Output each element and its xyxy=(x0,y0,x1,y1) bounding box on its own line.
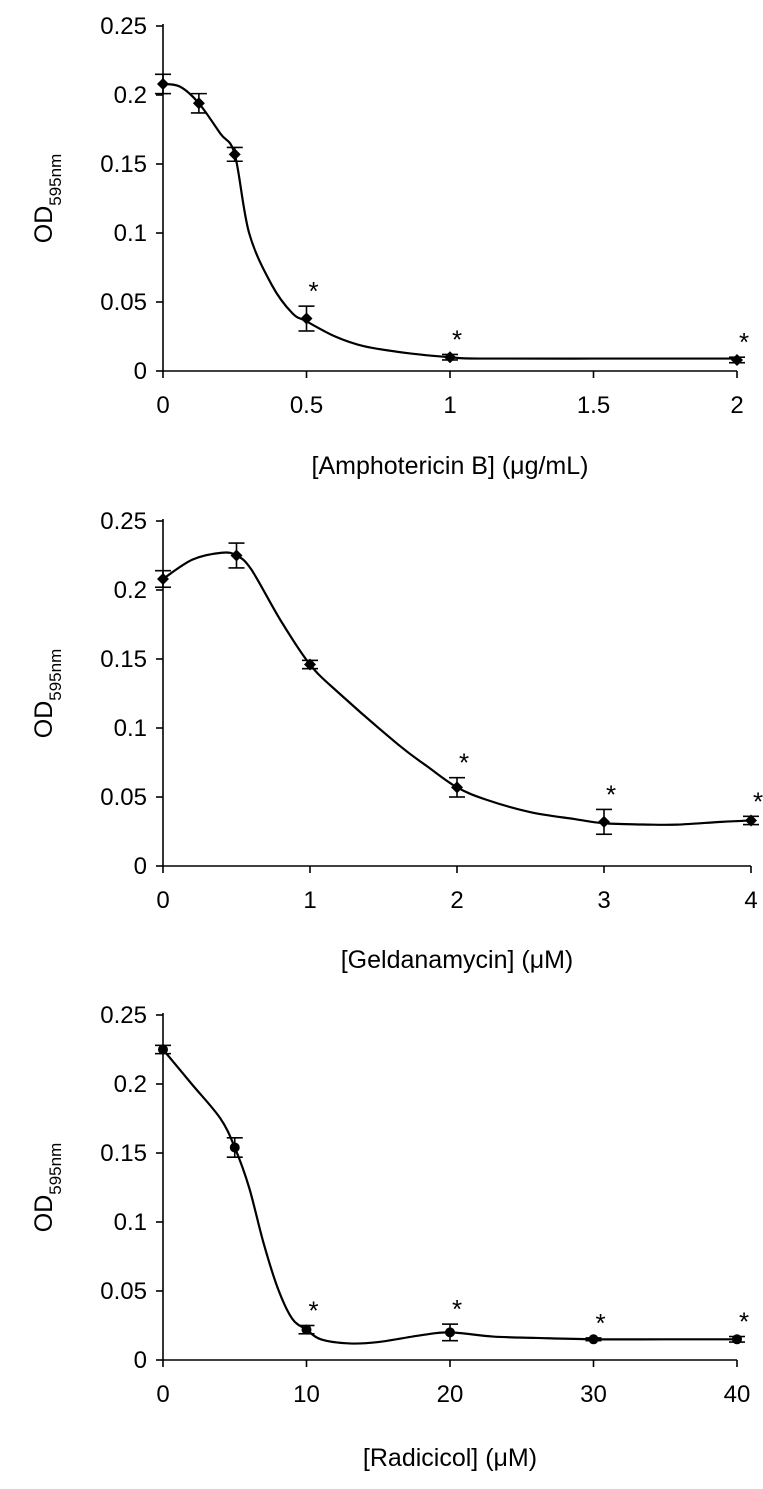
x-tick-label: 0 xyxy=(156,392,169,419)
significance-star: * xyxy=(459,748,469,778)
y-axis-title-main: OD xyxy=(30,206,58,244)
data-point xyxy=(229,1142,240,1153)
y-tick-label: 0.05 xyxy=(100,784,147,811)
y-tick-label: 0.05 xyxy=(100,289,147,316)
x-tick-label: 0.5 xyxy=(290,392,323,419)
data-point xyxy=(304,658,316,671)
y-axis-title-subscript: 595nm xyxy=(46,1143,65,1195)
series-line xyxy=(162,82,737,360)
x-tick-label: 10 xyxy=(293,1381,320,1408)
y-tick-label: 0 xyxy=(134,1347,147,1374)
data-point xyxy=(228,148,241,161)
x-tick-label: 0 xyxy=(156,887,169,914)
y-tick-label: 0.2 xyxy=(114,577,147,604)
significance-star: * xyxy=(308,1296,318,1326)
y-axis-title: OD595nm xyxy=(30,649,65,738)
data-point xyxy=(451,781,463,794)
x-tick-label: 4 xyxy=(744,887,757,914)
x-tick-label: 2 xyxy=(730,392,743,419)
y-tick-label: 0.25 xyxy=(100,508,147,535)
y-tick-label: 0.15 xyxy=(100,646,147,673)
y-tick-label: 0.15 xyxy=(100,151,147,178)
panel-radicicol: 0 0.05 0.1 0.15 0.2 0.25 0 10 20 30 40 [Radicicol] … xyxy=(30,1002,750,1472)
y-axis-title-main: OD xyxy=(30,1195,58,1233)
significance-star: * xyxy=(452,324,462,354)
y-axis-title-main: OD xyxy=(30,701,58,739)
x-tick-label: 20 xyxy=(437,1381,464,1408)
x-tick-label: 1.5 xyxy=(577,392,610,419)
data-point xyxy=(157,77,169,90)
data-point xyxy=(445,1327,455,1338)
x-tick-label: 1 xyxy=(303,887,316,914)
y-tick-label: 0.15 xyxy=(100,1140,147,1167)
y-tick-label: 0.1 xyxy=(114,1209,147,1236)
panel-geldanamycin: 0 0.05 0.1 0.15 0.2 0.25 0 1 2 3 4 [Geldanamycin] (… xyxy=(30,508,763,974)
significance-star: * xyxy=(753,786,763,816)
data-point xyxy=(230,549,243,562)
y-tick-label: 0.2 xyxy=(114,1071,147,1098)
panel-amphotericin-b: 0 0.05 0.1 0.15 0.2 0.25 0 0.5 1 1.5 2 [Amphoterici… xyxy=(30,13,749,480)
series-line xyxy=(162,1048,738,1345)
y-tick-label: 0.1 xyxy=(114,715,147,742)
data-point xyxy=(158,1044,168,1055)
y-tick-label: 0 xyxy=(134,853,147,880)
data-point xyxy=(598,815,610,828)
y-tick-label: 0.05 xyxy=(100,1278,147,1305)
y-axis-title: OD595nm xyxy=(30,154,65,243)
data-point xyxy=(732,1334,742,1345)
data-point xyxy=(192,97,205,110)
y-tick-label: 0.1 xyxy=(114,220,147,247)
significance-star: * xyxy=(452,1294,462,1324)
data-point xyxy=(731,353,743,366)
y-tick-label: 0 xyxy=(134,358,147,385)
x-axis-title: [Radicicol] (μM) xyxy=(363,1444,537,1472)
x-tick-label: 40 xyxy=(724,1381,751,1408)
x-axis-title: [Geldanamycin] (μM) xyxy=(341,946,574,974)
x-tick-label: 0 xyxy=(156,1381,169,1408)
y-tick-label: 0.2 xyxy=(114,82,147,109)
significance-star: * xyxy=(739,1307,749,1337)
data-point xyxy=(157,572,169,585)
significance-star: * xyxy=(308,276,318,306)
y-axis-title: OD595nm xyxy=(30,1143,65,1232)
y-tick-label: 0.25 xyxy=(100,13,147,40)
data-point xyxy=(444,351,456,364)
y-axis-title-subscript: 595nm xyxy=(46,649,65,701)
significance-star: * xyxy=(606,779,616,809)
x-tick-label: 3 xyxy=(597,887,610,914)
significance-star: * xyxy=(739,327,749,357)
y-axis-title-subscript: 595nm xyxy=(46,154,65,206)
data-point xyxy=(588,1334,599,1345)
x-tick-label: 2 xyxy=(450,887,463,914)
x-tick-label: 1 xyxy=(443,392,456,419)
x-tick-label: 30 xyxy=(580,1381,607,1408)
significance-star: * xyxy=(595,1308,605,1338)
x-axis-title: [Amphotericin B] (μg/mL) xyxy=(312,452,589,480)
data-point xyxy=(745,814,757,827)
data-point xyxy=(300,312,313,325)
data-point xyxy=(301,1324,312,1335)
y-tick-label: 0.25 xyxy=(100,1002,147,1029)
